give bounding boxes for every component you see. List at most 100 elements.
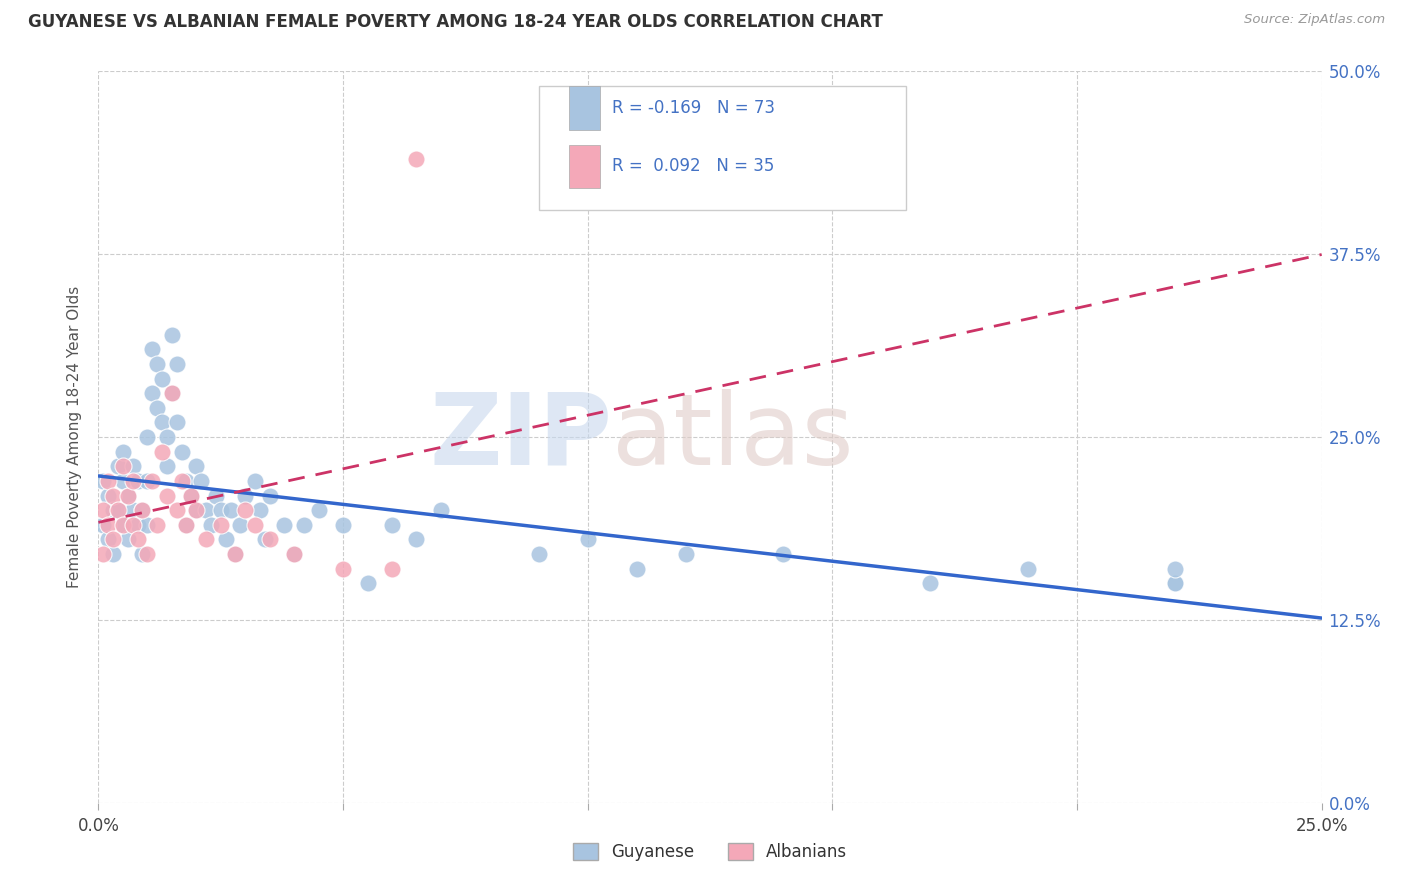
Point bbox=[107, 503, 129, 517]
Point bbox=[131, 503, 153, 517]
Point bbox=[141, 386, 163, 401]
Point bbox=[117, 489, 139, 503]
Point bbox=[626, 562, 648, 576]
Point bbox=[243, 517, 266, 532]
Point bbox=[259, 533, 281, 547]
Text: GUYANESE VS ALBANIAN FEMALE POVERTY AMONG 18-24 YEAR OLDS CORRELATION CHART: GUYANESE VS ALBANIAN FEMALE POVERTY AMON… bbox=[28, 13, 883, 31]
Point bbox=[176, 517, 198, 532]
Point bbox=[121, 517, 143, 532]
Point bbox=[121, 503, 143, 517]
Point bbox=[1017, 562, 1039, 576]
Point bbox=[283, 547, 305, 561]
Point bbox=[195, 533, 218, 547]
Point bbox=[283, 547, 305, 561]
FancyBboxPatch shape bbox=[569, 145, 600, 188]
Point bbox=[576, 533, 599, 547]
Point bbox=[405, 533, 427, 547]
Point bbox=[308, 503, 330, 517]
Point bbox=[772, 547, 794, 561]
Point bbox=[136, 474, 159, 488]
Point bbox=[176, 474, 198, 488]
Point bbox=[200, 517, 222, 532]
Point bbox=[381, 517, 404, 532]
Y-axis label: Female Poverty Among 18-24 Year Olds: Female Poverty Among 18-24 Year Olds bbox=[67, 286, 83, 588]
Point bbox=[131, 503, 153, 517]
Point bbox=[176, 517, 198, 532]
Point bbox=[160, 327, 183, 342]
Point bbox=[160, 386, 183, 401]
Point bbox=[101, 533, 124, 547]
Point bbox=[253, 533, 276, 547]
Point bbox=[111, 517, 134, 532]
Point bbox=[136, 517, 159, 532]
Point bbox=[111, 459, 134, 474]
Point bbox=[1164, 576, 1187, 591]
Point bbox=[920, 576, 942, 591]
Point bbox=[186, 503, 208, 517]
Point bbox=[111, 517, 134, 532]
Point bbox=[107, 503, 129, 517]
Point bbox=[332, 517, 354, 532]
Point bbox=[150, 416, 173, 430]
Point bbox=[1164, 562, 1187, 576]
Point bbox=[111, 444, 134, 458]
Point bbox=[121, 459, 143, 474]
Point bbox=[292, 517, 315, 532]
Point bbox=[101, 547, 124, 561]
Point bbox=[97, 533, 120, 547]
Point bbox=[170, 474, 193, 488]
Point bbox=[209, 503, 232, 517]
Point bbox=[101, 489, 124, 503]
Point bbox=[166, 416, 188, 430]
Point bbox=[190, 474, 212, 488]
Text: R = -0.169   N = 73: R = -0.169 N = 73 bbox=[612, 99, 775, 117]
Point bbox=[127, 474, 149, 488]
Point bbox=[166, 503, 188, 517]
Point bbox=[146, 401, 169, 415]
Text: ZIP: ZIP bbox=[429, 389, 612, 485]
Point bbox=[527, 547, 550, 561]
Point bbox=[150, 371, 173, 385]
Point bbox=[150, 444, 173, 458]
Point bbox=[233, 503, 256, 517]
Point bbox=[141, 474, 163, 488]
Point bbox=[259, 489, 281, 503]
Point bbox=[91, 474, 114, 488]
Point bbox=[141, 343, 163, 357]
Point bbox=[195, 503, 218, 517]
Point bbox=[97, 474, 120, 488]
Point bbox=[107, 459, 129, 474]
Point bbox=[146, 357, 169, 371]
Point bbox=[156, 489, 179, 503]
Point bbox=[146, 517, 169, 532]
Point bbox=[243, 474, 266, 488]
Point bbox=[91, 503, 114, 517]
Point bbox=[233, 489, 256, 503]
Text: atlas: atlas bbox=[612, 389, 853, 485]
Point bbox=[273, 517, 295, 532]
Point bbox=[332, 562, 354, 576]
Point bbox=[170, 444, 193, 458]
Point bbox=[381, 562, 404, 576]
Point bbox=[156, 430, 179, 444]
Point bbox=[180, 489, 202, 503]
Point bbox=[180, 489, 202, 503]
Point bbox=[91, 547, 114, 561]
Point bbox=[91, 517, 114, 532]
Point bbox=[97, 517, 120, 532]
Point bbox=[405, 152, 427, 166]
Point bbox=[131, 547, 153, 561]
Point bbox=[219, 503, 242, 517]
Point bbox=[111, 474, 134, 488]
Point bbox=[101, 503, 124, 517]
Point bbox=[117, 489, 139, 503]
Point bbox=[136, 430, 159, 444]
Point bbox=[249, 503, 271, 517]
Point bbox=[166, 357, 188, 371]
Point bbox=[205, 489, 228, 503]
FancyBboxPatch shape bbox=[569, 86, 600, 130]
Point bbox=[209, 517, 232, 532]
Point bbox=[136, 547, 159, 561]
Point bbox=[430, 503, 453, 517]
Point bbox=[675, 547, 697, 561]
